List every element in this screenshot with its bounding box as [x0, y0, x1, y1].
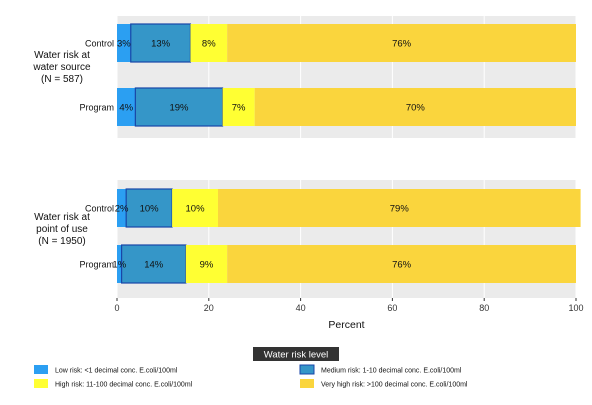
- bar-segment: [134, 87, 224, 127]
- x-tick-label: 20: [204, 303, 214, 313]
- legend-label: Medium risk: 1-10 decimal conc. E.coli/1…: [321, 368, 462, 375]
- legend-label: Very high risk: >100 decimal conc. E.col…: [321, 382, 468, 389]
- category-label: Control: [85, 39, 114, 49]
- x-tick-label: 60: [387, 303, 397, 313]
- data-label: 4%: [119, 103, 133, 114]
- data-label: 3%: [117, 39, 131, 50]
- data-label: 79%: [390, 204, 410, 215]
- bar-segment: [130, 23, 192, 63]
- x-axis-label: Percent: [328, 319, 364, 331]
- bar-segment: [190, 24, 228, 62]
- bar-segment: [227, 24, 576, 62]
- data-label: 7%: [232, 103, 246, 114]
- bar-segment: [117, 245, 122, 283]
- category-label: Control: [85, 204, 114, 214]
- bar-segment: [185, 245, 228, 283]
- data-label: 10%: [186, 204, 206, 215]
- legend-title-box: [253, 347, 339, 361]
- data-label: 70%: [406, 103, 426, 114]
- bar-segment: [172, 189, 218, 227]
- data-label: 76%: [392, 39, 412, 50]
- legend-label: Low risk: <1 decimal conc. E.coli/100ml: [55, 368, 178, 375]
- data-label: 8%: [202, 39, 216, 50]
- data-label: 10%: [140, 204, 160, 215]
- x-tick-label: 80: [479, 303, 489, 313]
- data-label: 19%: [169, 103, 189, 114]
- data-label: 14%: [144, 260, 164, 271]
- x-tick-label: 40: [296, 303, 306, 313]
- panel-label: Water risk at water source (N = 587): [32, 50, 91, 85]
- data-label: 13%: [151, 39, 171, 50]
- bar-segment: [222, 88, 255, 126]
- panel-label-line: point of use: [36, 224, 88, 235]
- legend-swatch: [34, 365, 48, 374]
- legend-swatch: [34, 379, 48, 388]
- x-tick-label: 0: [114, 303, 119, 313]
- bar-segment: [117, 88, 136, 126]
- legend-label: High risk: 11-100 decimal conc. E.coli/1…: [55, 382, 193, 389]
- data-label: 2%: [115, 204, 129, 215]
- panel-label-line: (N = 1950): [38, 236, 86, 247]
- panel-label: Water risk at point of use (N = 1950): [34, 212, 90, 247]
- data-label: 76%: [392, 260, 412, 271]
- legend-title: Water risk level: [264, 350, 329, 361]
- panel-label-line: (N = 587): [41, 74, 83, 85]
- data-label: 1%: [112, 260, 126, 271]
- bar-segment: [125, 188, 173, 228]
- panel-label-line: water source: [32, 62, 91, 73]
- bar-segment: [217, 189, 581, 227]
- bar-segment: [120, 244, 187, 284]
- x-tick-label: 100: [568, 303, 583, 313]
- bar-segment: [254, 88, 576, 126]
- category-label: Program: [79, 103, 114, 113]
- category-label: Program: [79, 260, 114, 270]
- panel-label-line: Water risk at: [34, 212, 90, 223]
- bar-segment: [227, 245, 576, 283]
- legend-swatch: [299, 364, 315, 375]
- legend-swatch: [300, 379, 314, 388]
- panel-label-line: Water risk at: [34, 50, 90, 61]
- bar-segment: [117, 189, 127, 227]
- bar-segment: [117, 24, 131, 62]
- data-label: 9%: [200, 260, 214, 271]
